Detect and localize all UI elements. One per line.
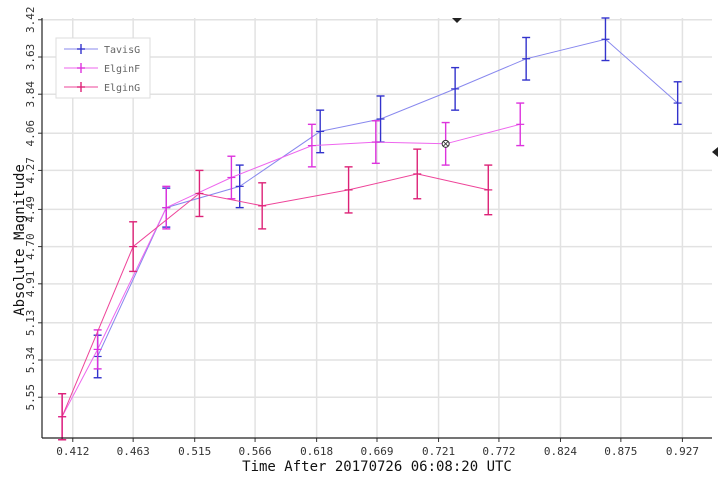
x-tick-label: 0.566 xyxy=(239,445,272,458)
y-tick-label: 5.34 xyxy=(24,346,37,373)
data-point[interactable] xyxy=(162,185,171,230)
x-tick-label: 0.463 xyxy=(117,445,150,458)
legend-label: TavisG xyxy=(104,45,140,56)
data-point[interactable] xyxy=(195,169,204,218)
legend-item-ElginF[interactable]: ElginF xyxy=(64,63,140,75)
data-point[interactable] xyxy=(258,182,267,230)
data-point[interactable] xyxy=(235,164,244,209)
data-point[interactable] xyxy=(58,392,67,441)
y-tick-label: 3.63 xyxy=(24,44,37,71)
x-tick-label: 0.824 xyxy=(544,445,577,458)
y-tick-label: 5.55 xyxy=(24,384,37,411)
data-point[interactable] xyxy=(516,102,525,147)
scroll-left-marker-icon[interactable] xyxy=(712,147,718,157)
legend-item-TavisG[interactable]: TavisG xyxy=(64,44,140,56)
y-tick-label: 3.84 xyxy=(24,81,37,108)
x-tick-label: 0.721 xyxy=(422,445,455,458)
series-layer xyxy=(58,17,682,441)
axes xyxy=(38,18,712,442)
y-axis-title: Absolute Magnitude xyxy=(12,164,28,316)
x-tick-label: 0.772 xyxy=(482,445,515,458)
y-tick-label: 4.27 xyxy=(24,157,37,184)
data-point[interactable] xyxy=(673,81,682,126)
legend: TavisG ElginF ElginG xyxy=(55,37,151,99)
y-tick-label: 4.70 xyxy=(24,233,37,260)
x-tick-label: 0.618 xyxy=(300,445,333,458)
grid xyxy=(42,18,712,438)
tick-labels: 0.412 0.463 0.515 0.566 0.618 0.669 0.721 0.772… xyxy=(24,7,699,458)
y-tick-label: 4.91 xyxy=(24,271,37,298)
hover-marker-cross xyxy=(442,141,449,147)
x-tick-label: 0.669 xyxy=(360,445,393,458)
x-axis-title: Time After 20170726 06:08:20 UTC xyxy=(242,459,512,475)
y-tick-label: 4.06 xyxy=(24,120,37,147)
y-tick-label: 4.49 xyxy=(24,196,37,223)
scroll-up-marker-icon[interactable] xyxy=(452,18,462,23)
x-tick-label: 0.515 xyxy=(178,445,211,458)
data-point[interactable] xyxy=(413,148,422,200)
x-tick-label: 0.875 xyxy=(604,445,637,458)
x-tick-label: 0.412 xyxy=(56,445,89,458)
data-point[interactable] xyxy=(344,166,353,214)
y-tick-label: 3.42 xyxy=(24,7,37,34)
data-point[interactable] xyxy=(601,17,610,62)
data-point[interactable] xyxy=(522,36,531,81)
data-point[interactable] xyxy=(93,329,102,370)
legend-label: ElginF xyxy=(104,64,140,75)
data-point[interactable] xyxy=(129,221,138,273)
series-ElginG xyxy=(58,148,493,441)
data-point[interactable] xyxy=(371,120,380,165)
series-line xyxy=(61,123,521,417)
y-tick-label: 5.13 xyxy=(24,310,37,337)
x-tick-label: 0.927 xyxy=(666,445,699,458)
data-point[interactable] xyxy=(307,123,316,168)
data-point[interactable] xyxy=(484,164,493,216)
legend-label: ElginG xyxy=(104,83,140,94)
legend-item-ElginG[interactable]: ElginG xyxy=(64,82,140,94)
data-point[interactable] xyxy=(451,66,460,111)
